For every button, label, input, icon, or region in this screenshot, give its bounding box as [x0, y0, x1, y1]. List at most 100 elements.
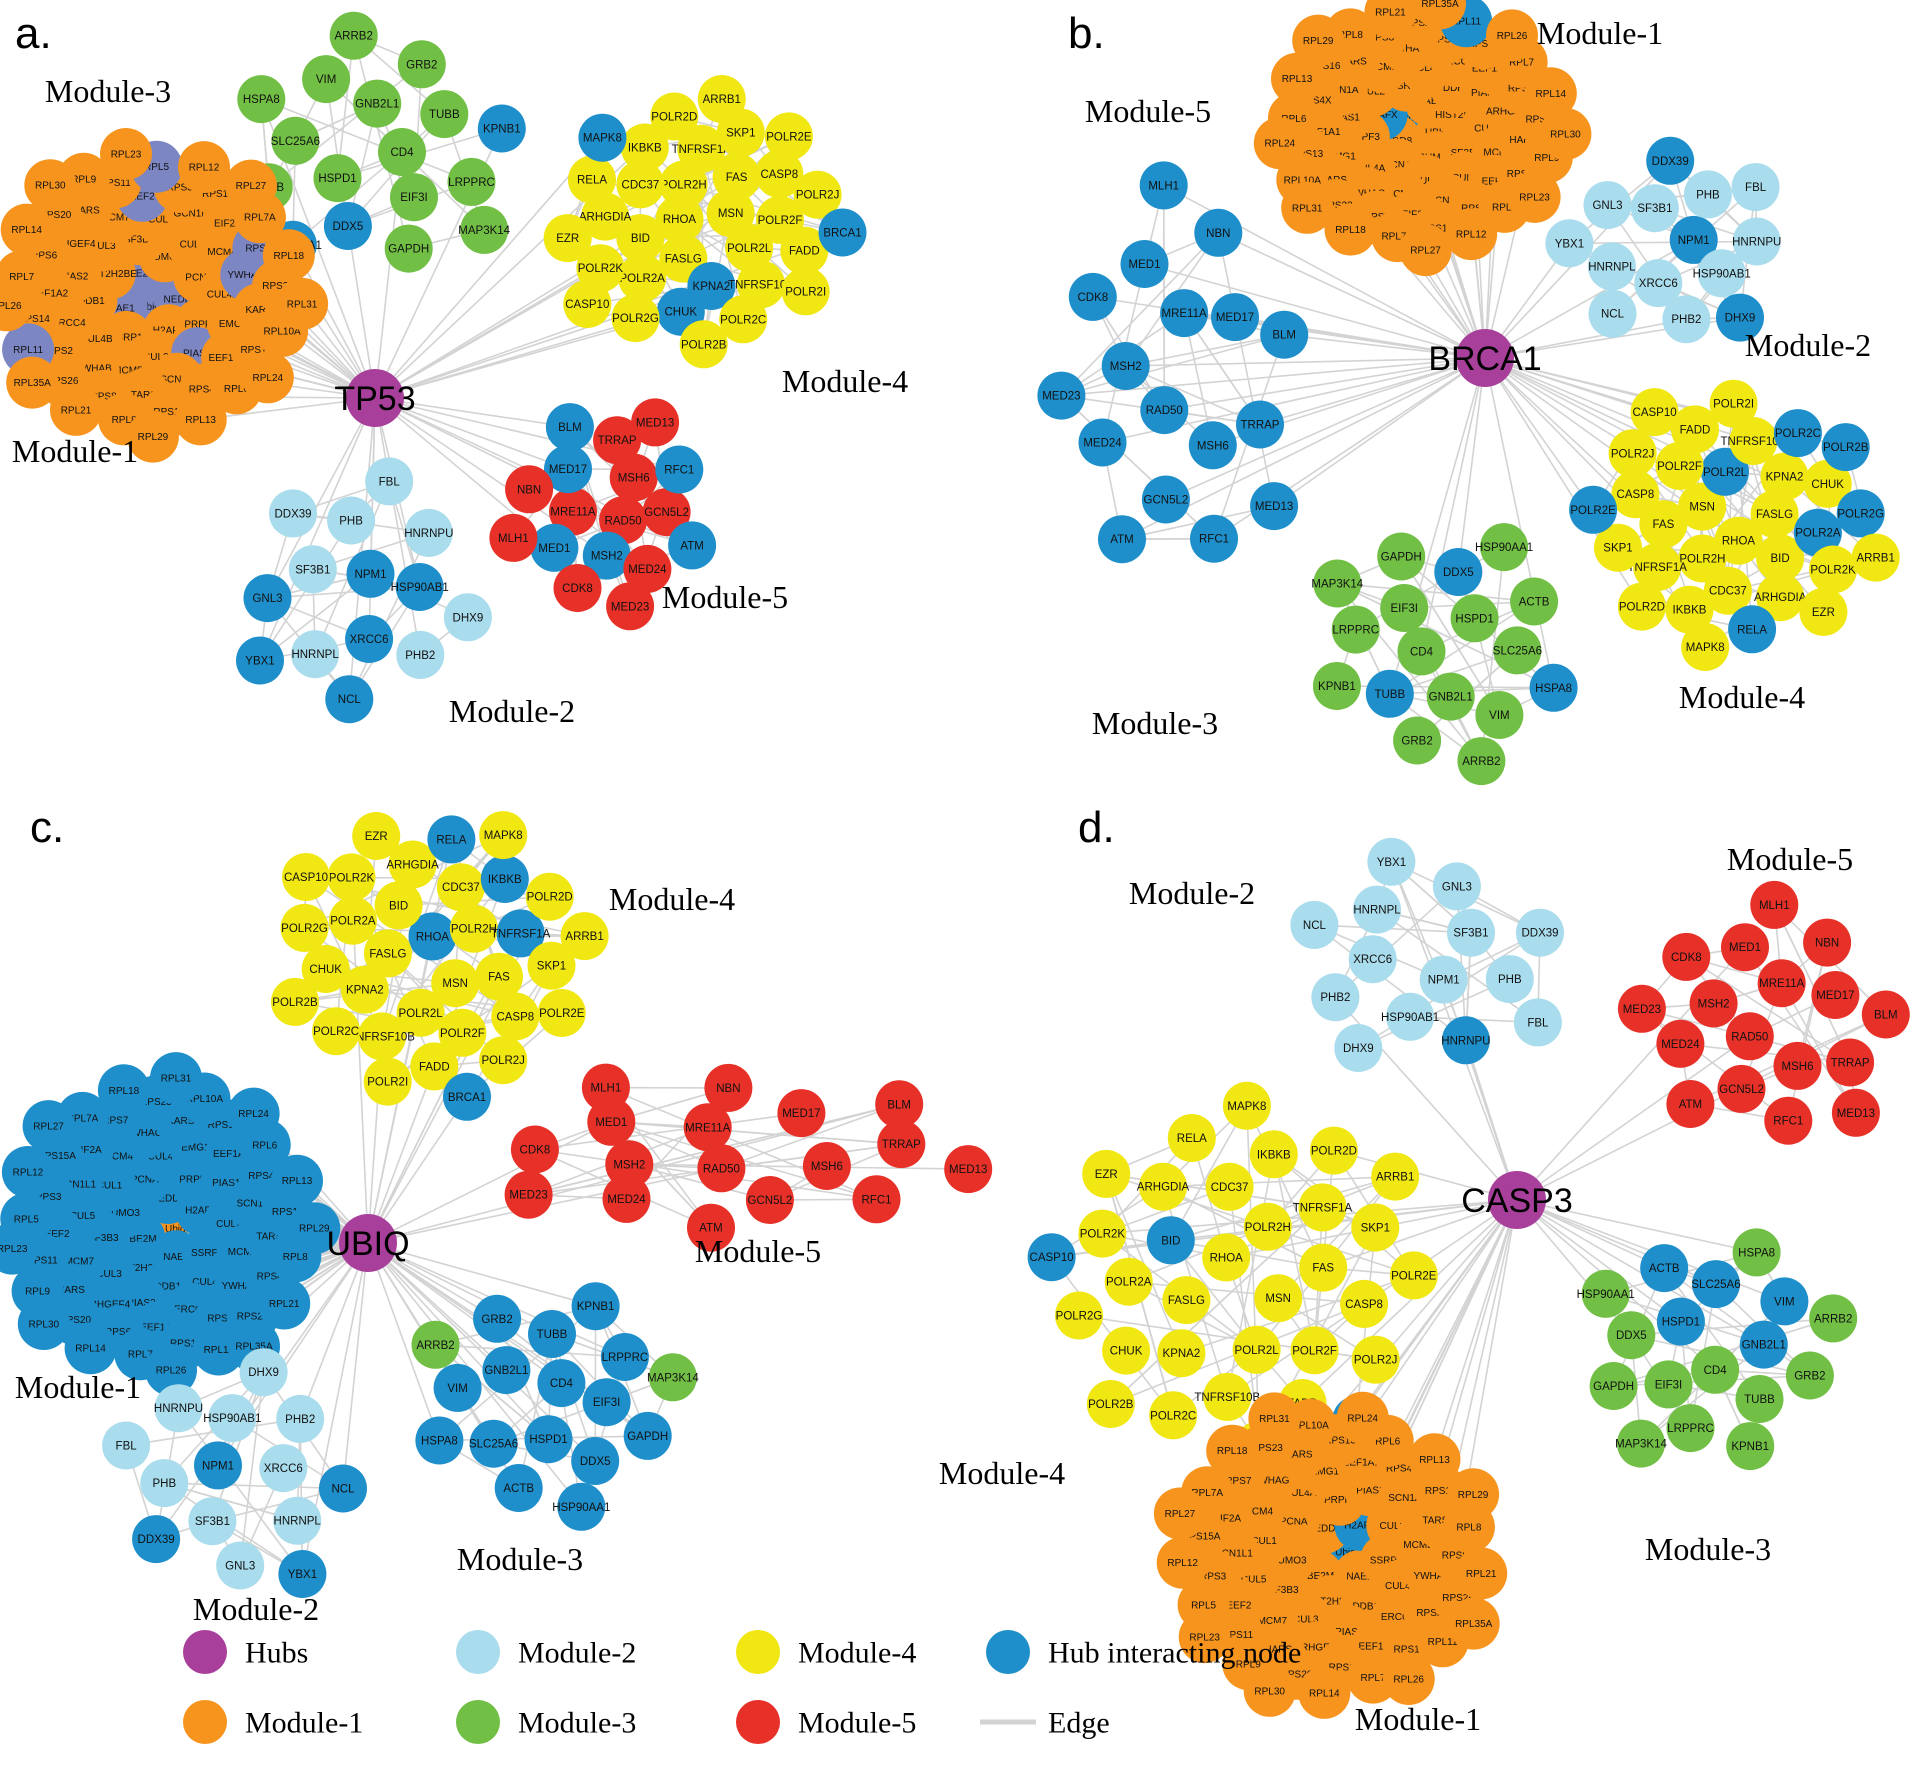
node-POLR2H[interactable]: POLR2H [1243, 1202, 1292, 1251]
node-CDK8[interactable]: CDK8 [553, 564, 602, 612]
node-CD4[interactable]: CD4 [537, 1359, 586, 1408]
node-ARRB2[interactable]: ARRB2 [329, 11, 378, 60]
node-EZR[interactable]: EZR [1082, 1149, 1131, 1198]
node-VIM[interactable]: VIM [433, 1363, 482, 1412]
node-ARRB2[interactable]: ARRB2 [1457, 737, 1506, 786]
node-RPL27[interactable]: RPL27 [22, 1100, 75, 1153]
node-RHOA[interactable]: RHOA [1202, 1233, 1251, 1282]
node-RELA[interactable]: RELA [1167, 1114, 1216, 1162]
node-HSPD1[interactable]: HSPD1 [524, 1415, 573, 1464]
node-MED23[interactable]: MED23 [1617, 984, 1666, 1033]
node-GCN5L2[interactable]: GCN5L2 [745, 1176, 794, 1224]
node-SF3B1[interactable]: SF3B1 [288, 545, 337, 594]
node-POLR2B[interactable]: POLR2B [1821, 423, 1870, 472]
node-SF3B1[interactable]: SF3B1 [1630, 184, 1679, 233]
node-RPL31[interactable]: RPL31 [1248, 1392, 1301, 1445]
node-GNB2L1[interactable]: GNB2L1 [1426, 672, 1475, 721]
node-MSH6[interactable]: MSH6 [802, 1142, 851, 1190]
node-MLH1[interactable]: MLH1 [1750, 880, 1799, 929]
node-NPM1[interactable]: NPM1 [1419, 955, 1468, 1004]
node-LRPPRC[interactable]: LRPPRC [600, 1333, 649, 1381]
node-POLR2K[interactable]: POLR2K [1809, 545, 1858, 594]
node-MED1[interactable]: MED1 [1721, 923, 1769, 972]
node-TUBB[interactable]: TUBB [528, 1310, 576, 1358]
node-NCL[interactable]: NCL [319, 1464, 367, 1513]
node-HSPA8[interactable]: HSPA8 [415, 1416, 464, 1465]
node-XRCC6[interactable]: XRCC6 [1348, 935, 1397, 984]
node-PHB2[interactable]: PHB2 [396, 630, 445, 679]
node-RPL30[interactable]: RPL30 [24, 159, 77, 212]
node-GRB2[interactable]: GRB2 [1393, 716, 1442, 765]
node-NCL[interactable]: NCL [1290, 900, 1339, 949]
node-EIF3I[interactable]: EIF3I [1380, 584, 1429, 632]
node-CDC37[interactable]: CDC37 [1205, 1162, 1254, 1211]
node-LRPPRC[interactable]: LRPPRC [1666, 1404, 1715, 1453]
node-POLR2D[interactable]: POLR2D [1309, 1126, 1358, 1175]
node-RPL21[interactable]: RPL21 [50, 383, 102, 436]
node-RFC1[interactable]: RFC1 [1190, 514, 1238, 563]
node-YBX1[interactable]: YBX1 [1545, 219, 1594, 268]
node-GNB2L1[interactable]: GNB2L1 [1739, 1320, 1788, 1369]
node-HSPA8[interactable]: HSPA8 [237, 75, 286, 124]
node-POLR2E[interactable]: POLR2E [537, 989, 586, 1037]
node-POLR2G[interactable]: POLR2G [1055, 1291, 1103, 1340]
node-HSPD1[interactable]: HSPD1 [1656, 1297, 1705, 1346]
node-GRB2[interactable]: GRB2 [1785, 1351, 1834, 1400]
node-GNL3[interactable]: GNL3 [1432, 862, 1481, 911]
node-FAS[interactable]: FAS [1299, 1243, 1348, 1292]
node-EIF3I[interactable]: EIF3I [1644, 1360, 1693, 1409]
node-MRE11A[interactable]: MRE11A [1160, 289, 1209, 338]
node-BRCA1[interactable]: BRCA1 [818, 208, 867, 257]
node-DDX39[interactable]: DDX39 [132, 1515, 181, 1564]
node-HNRNPL[interactable]: HNRNPL [1353, 885, 1401, 934]
node-YBX1[interactable]: YBX1 [1367, 837, 1416, 886]
node-RPL18[interactable]: RPL18 [262, 229, 315, 282]
node-PHB2[interactable]: PHB2 [276, 1394, 325, 1443]
node-GRB2[interactable]: GRB2 [473, 1294, 522, 1343]
node-HSP90AB1[interactable]: HSP90AB1 [203, 1394, 261, 1443]
node-POLR2D[interactable]: POLR2D [650, 92, 699, 141]
node-HSPA8[interactable]: HSPA8 [1529, 663, 1578, 712]
node-RFC1[interactable]: RFC1 [1764, 1096, 1813, 1145]
node-RPL24[interactable]: RPL24 [1336, 1391, 1389, 1444]
node-BID[interactable]: BID [1146, 1216, 1195, 1265]
node-MAPK8[interactable]: MAPK8 [479, 811, 528, 860]
node-RPL18[interactable]: RPL18 [1206, 1424, 1259, 1477]
node-RELA[interactable]: RELA [427, 815, 476, 864]
node-GRB2[interactable]: GRB2 [397, 40, 446, 89]
node-HSP90AA1[interactable]: HSP90AA1 [1577, 1269, 1635, 1318]
node-RAD50[interactable]: RAD50 [1140, 386, 1189, 435]
node-GAPDH[interactable]: GAPDH [1377, 532, 1426, 581]
node-GNL3[interactable]: GNL3 [1583, 181, 1632, 230]
node-NCL[interactable]: NCL [325, 675, 374, 724]
node-RPL12[interactable]: RPL12 [178, 141, 230, 194]
node-MAPK8[interactable]: MAPK8 [1222, 1081, 1271, 1130]
node-HNRNPL[interactable]: HNRNPL [1587, 242, 1636, 291]
node-MSH2[interactable]: MSH2 [1689, 979, 1738, 1028]
node-CASP8[interactable]: CASP8 [491, 992, 540, 1041]
node-ARRB1[interactable]: ARRB1 [560, 912, 609, 961]
node-POLR2A[interactable]: POLR2A [618, 254, 667, 302]
node-RPL23[interactable]: RPL23 [100, 128, 152, 180]
node-PHB2[interactable]: PHB2 [1311, 973, 1360, 1022]
node-MED13[interactable]: MED13 [1250, 482, 1299, 531]
node-POLR2I[interactable]: POLR2I [781, 267, 830, 316]
node-CASP8[interactable]: CASP8 [1611, 470, 1660, 519]
node-BLM[interactable]: BLM [875, 1080, 924, 1129]
node-RPL18[interactable]: RPL18 [97, 1064, 150, 1117]
node-MLH1[interactable]: MLH1 [1139, 161, 1188, 210]
node-KPNA2[interactable]: KPNA2 [1157, 1329, 1206, 1378]
node-RELA[interactable]: RELA [1728, 605, 1777, 654]
node-FASLG[interactable]: FASLG [1162, 1276, 1211, 1325]
node-POLR2J[interactable]: POLR2J [1351, 1335, 1400, 1384]
node-ATM[interactable]: ATM [1098, 515, 1146, 564]
node-MRE11A[interactable]: MRE11A [1757, 959, 1806, 1008]
node-RELA[interactable]: RELA [568, 155, 616, 204]
node-RPL30[interactable]: RPL30 [1539, 108, 1592, 160]
node-BLM[interactable]: BLM [1260, 310, 1309, 359]
node-PHB2[interactable]: PHB2 [1662, 295, 1711, 344]
node-POLR2E[interactable]: POLR2E [1569, 485, 1618, 534]
node-TUBB[interactable]: TUBB [420, 90, 469, 139]
node-MAP3K14[interactable]: MAP3K14 [1615, 1419, 1667, 1468]
node-ATM[interactable]: ATM [668, 521, 717, 570]
